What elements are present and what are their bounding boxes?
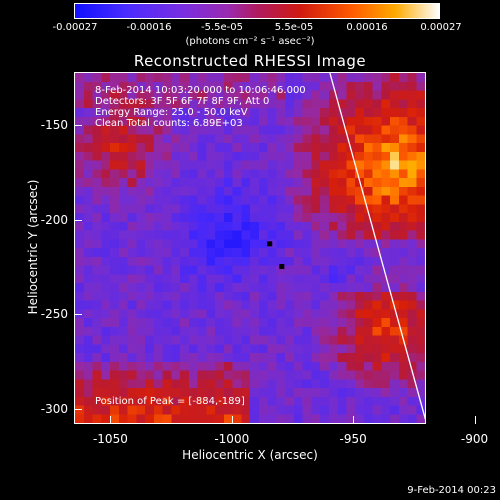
peak-marker — [267, 241, 273, 247]
colorbar-tick: -5.5e-05 — [201, 22, 243, 33]
x-tick-label: -1050 — [92, 432, 128, 446]
y-tick-mark — [74, 408, 82, 410]
plot-area: 8-Feb-2014 10:03:20.000 to 10:06:46.000 … — [74, 72, 426, 424]
limb-overlay — [267, 73, 425, 421]
chart-title: Reconstructed RHESSI Image — [133, 52, 367, 70]
y-tick-label: -300 — [40, 401, 68, 416]
x-tick-mark — [231, 416, 233, 424]
y-axis-label: Heliocentric Y (arcsec) — [26, 179, 40, 315]
colorbar-tick: 0.00016 — [346, 22, 388, 33]
colorbar-tick: 5.5e-05 — [274, 22, 314, 33]
heatmap-image — [75, 73, 425, 423]
solar-limb-line — [329, 73, 425, 421]
x-tick-label: -900 — [460, 432, 489, 446]
y-tick-label: -200 — [40, 212, 68, 227]
colorbar-tick: 0.00027 — [420, 22, 462, 33]
x-tick-label: -950 — [339, 432, 367, 446]
y-tick-mark — [74, 124, 82, 126]
y-tick-label: -150 — [40, 117, 68, 132]
x-tick-mark — [474, 416, 476, 424]
timestamp: 9-Feb-2014 00:23 — [407, 485, 496, 496]
peak-position-label: Position of Peak = [-884,-189] — [95, 396, 245, 407]
colorbar-tick: -0.00027 — [52, 22, 98, 33]
y-tick-label: -250 — [40, 307, 68, 322]
annotation-energy: Energy Range: 25.0 - 50.0 keV — [95, 107, 248, 118]
annotation-time: 8-Feb-2014 10:03:20.000 to 10:06:46.000 — [95, 85, 306, 96]
annotation-clean: Clean Total counts: 6.89E+03 — [95, 118, 243, 129]
x-tick-mark — [353, 416, 355, 424]
colorbar-tick: -0.00016 — [126, 22, 172, 33]
y-tick-mark — [74, 314, 82, 316]
peak-marker — [279, 264, 285, 270]
x-axis-label: Heliocentric X (arcsec) — [182, 448, 318, 462]
colorbar-units: (photons cm⁻² s⁻¹ asec⁻²) — [185, 36, 315, 47]
x-tick-label: -1000 — [214, 432, 250, 446]
y-tick-mark — [74, 219, 82, 221]
x-tick-mark — [110, 416, 112, 424]
annotation-detectors: Detectors: 3F 5F 6F 7F 8F 9F, Att 0 — [95, 96, 270, 107]
colorbar — [74, 3, 440, 19]
